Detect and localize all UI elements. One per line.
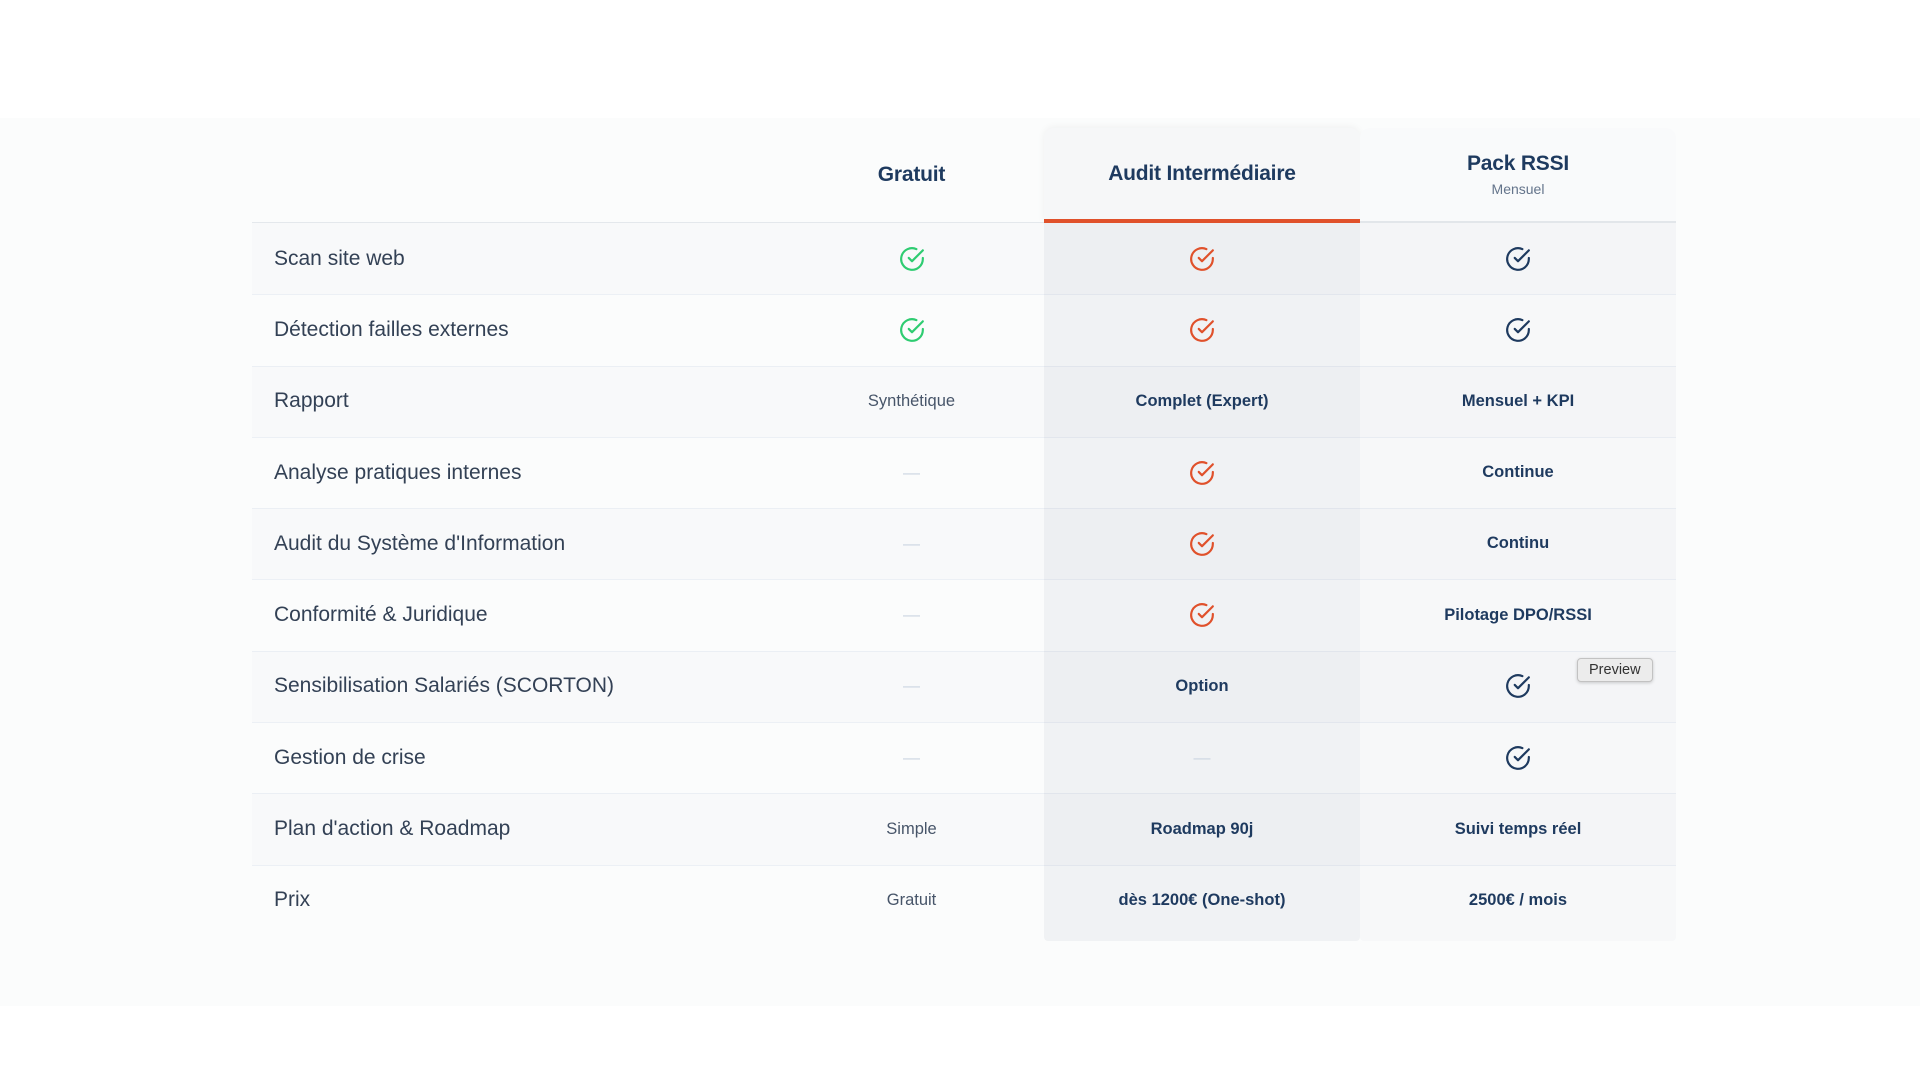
plan-value-cell [1044,294,1360,366]
column-title: Audit Intermédiaire [1108,161,1296,185]
plan-value-cell: — [779,651,1044,722]
table-row: Conformité & Juridique — Pilotage DPO/RSS… [252,579,1676,651]
plan-value-cell: Complet (Expert) [1044,365,1360,437]
plan-value-cell [1044,579,1360,651]
table-row: Plan d'action & Roadmap Simple Roadmap 90… [252,793,1676,865]
plan-value-cell: — [779,508,1044,579]
plan-value-text: Option [1175,676,1229,695]
check-circle-icon [1506,246,1530,271]
plan-value-cell [779,223,1044,294]
header-divider [252,222,1044,223]
column-header-audit-intermediaire[interactable]: Audit Intermédiaire [1044,128,1360,223]
table-row: Analyse pratiques internes — Continue [252,436,1676,509]
check-circle-icon [899,318,924,342]
column-title: Gratuit [877,162,946,186]
plan-value-cell: Pilotage DPO/RSSI [1360,579,1676,650]
plan-value-cell: Suivi temps réel [1360,793,1676,864]
not-included-dash: — [903,462,920,482]
plan-value-cell: dès 1200€ (One-shot) [1044,864,1360,936]
column-title: Pack RSSI [1466,152,1570,175]
plan-value-cell: — [779,579,1044,650]
feature-label: Analyse pratiques internes [274,460,522,484]
plan-value-cell [1360,651,1676,722]
column-header-gratuit[interactable]: Gratuit [779,126,1044,223]
plan-value-cell: Option [1044,650,1360,723]
table-body: Scan site web Détection failles externes… [252,223,1676,941]
plan-value-text: Synthétique [867,391,956,410]
pack-column-footer [1360,936,1676,941]
plan-value-cell: Roadmap 90j [1044,793,1360,865]
feature-label: Audit du Système d'Information [274,531,566,555]
not-included-dash: — [903,747,920,767]
check-circle-icon [1190,246,1214,271]
check-circle-icon [899,246,924,271]
plan-value-cell: — [1044,722,1360,794]
plan-value-cell: Continue [1360,437,1676,508]
feature-label: Détection failles externes [274,317,509,341]
plan-value-text: Complet (Expert) [1135,391,1269,410]
plan-value-text: 2500€ / mois [1468,890,1568,909]
plan-value-cell: — [779,437,1044,508]
table-header: Gratuit Audit Intermédiaire Pack RSSI Me… [252,126,1676,223]
plan-value-cell: Gratuit [779,865,1044,936]
feature-label: Scan site web [274,246,405,270]
check-circle-icon [1190,318,1214,342]
plan-value-cell [1360,722,1676,793]
feature-label: Sensibilisation Salariés (SCORTON) [274,674,615,698]
table-row: Détection failles externes [252,294,1676,366]
plan-value-cell: Simple [779,793,1044,864]
check-circle-icon [1506,674,1530,699]
plan-value-cell: 2500€ / mois [1360,865,1676,936]
feature-label: Prix [274,888,311,912]
plan-value-cell: Continu [1360,508,1676,579]
plan-value-text: Pilotage DPO/RSSI [1444,605,1592,624]
audit-column-footer [1044,935,1360,941]
feature-label: Conformité & Juridique [274,603,488,627]
check-circle-icon [1190,603,1214,627]
plan-value-text: Continu [1486,534,1550,553]
check-circle-icon [1190,460,1214,485]
plan-value-cell: — [779,722,1044,793]
not-included-dash: — [903,533,920,553]
table-row: Rapport Synthétique Complet (Expert) Mensu… [252,365,1676,437]
plan-value-text: Continue [1482,463,1554,482]
not-included-dash: — [1193,747,1211,767]
table-row: Gestion de crise — — [252,722,1676,794]
plan-value-cell [1360,223,1676,294]
feature-label: Rapport [274,389,349,413]
plan-value-text: Mensuel + KPI [1461,391,1575,410]
plan-value-text: Suivi temps réel [1454,819,1582,838]
plan-value-text: Simple [886,819,937,838]
table-row: Prix Gratuit dès 1200€ (One-shot) 2500€ / … [252,864,1676,936]
plan-value-cell: Synthétique [779,366,1044,437]
plan-value-cell [1044,223,1360,295]
plan-value-text: dès 1200€ (One-shot) [1118,890,1286,909]
not-included-dash: — [903,605,920,625]
plan-comparison-table: Gratuit Audit Intermédiaire Pack RSSI Me… [252,126,1676,941]
preview-tooltip: Preview [1577,658,1653,682]
table-row: Scan site web [252,223,1676,295]
preview-tooltip-label: Preview [1589,662,1641,678]
column-header-pack-rssi[interactable]: Pack RSSI Mensuel [1360,128,1676,223]
plan-value-cell [779,294,1044,365]
feature-label: Plan d'action & Roadmap [274,817,511,841]
check-circle-icon [1190,531,1214,556]
check-circle-icon [1506,318,1530,342]
plan-value-text: Gratuit [886,890,937,909]
column-subtitle: Mensuel [1491,181,1545,197]
plan-value-cell [1360,294,1676,365]
plan-value-cell [1044,436,1360,509]
check-circle-icon [1506,745,1530,770]
plan-value-text: Roadmap 90j [1150,819,1254,838]
table-row: Audit du Système d'Information — Continu [252,508,1676,580]
plan-value-cell: Mensuel + KPI [1360,366,1676,437]
table-row: Sensibilisation Salariés (SCORTON) — Opti… [252,650,1676,723]
not-included-dash: — [903,676,920,696]
feature-label: Gestion de crise [274,745,426,769]
plan-value-cell [1044,508,1360,580]
